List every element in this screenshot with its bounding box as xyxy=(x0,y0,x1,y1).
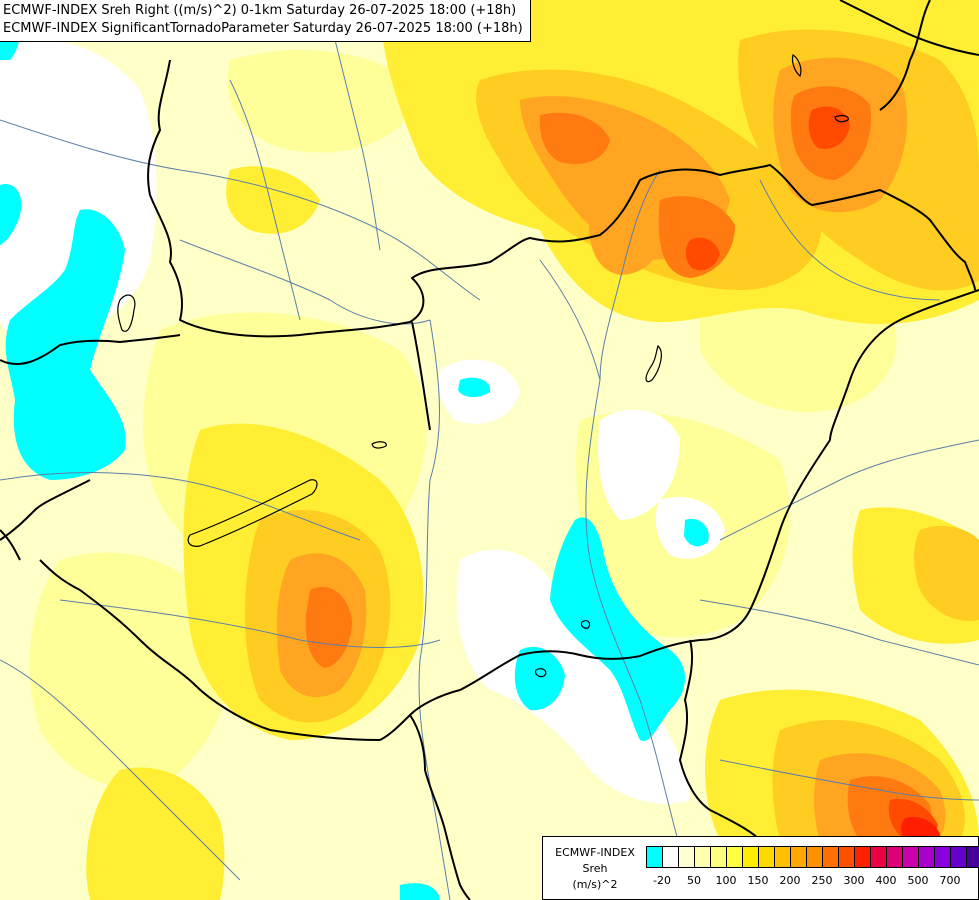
legend-title: ECMWF-INDEX Sreh (m/s)^2 xyxy=(545,845,645,893)
legend-swatch xyxy=(679,847,695,867)
legend-swatch xyxy=(903,847,919,867)
legend-unit: (m/s)^2 xyxy=(572,878,618,891)
legend-tick-label: 300 xyxy=(843,874,865,887)
legend-tick-label: 500 xyxy=(907,874,929,887)
legend-swatch xyxy=(807,847,823,867)
legend-source: ECMWF-INDEX xyxy=(555,846,635,859)
legend-swatch xyxy=(887,847,903,867)
legend-swatch xyxy=(791,847,807,867)
legend-swatch xyxy=(647,847,663,867)
legend-swatch xyxy=(727,847,743,867)
legend-swatch xyxy=(871,847,887,867)
legend-swatch xyxy=(919,847,935,867)
legend-tick-label: 100 xyxy=(715,874,737,887)
field-red xyxy=(685,106,940,840)
legend-tick-labels: -20 50 100 150 200 250 300 400 500 700 xyxy=(646,874,976,890)
legend-tick-label: 150 xyxy=(747,874,769,887)
legend-swatch xyxy=(823,847,839,867)
legend-swatch xyxy=(839,847,855,867)
legend-swatch xyxy=(855,847,871,867)
legend-variable: Sreh xyxy=(582,862,608,875)
legend-swatch xyxy=(711,847,727,867)
legend-swatch xyxy=(759,847,775,867)
color-legend: ECMWF-INDEX Sreh (m/s)^2 -20 50 100 150 200 2… xyxy=(542,836,979,900)
legend-swatch xyxy=(695,847,711,867)
legend-tick-label: 400 xyxy=(875,874,897,887)
legend-swatch xyxy=(951,847,967,867)
legend-swatch xyxy=(935,847,951,867)
legend-tick-label: 50 xyxy=(687,874,701,887)
legend-swatch xyxy=(775,847,791,867)
legend-swatch xyxy=(663,847,679,867)
rivers xyxy=(0,19,979,900)
legend-color-bar xyxy=(646,846,979,868)
header-line-sreh: ECMWF-INDEX Sreh Right ((m/s)^2) 0-1km S… xyxy=(3,3,517,18)
legend-tick-label: 700 xyxy=(939,874,961,887)
legend-tick-label: -20 xyxy=(653,874,671,887)
legend-swatch xyxy=(967,847,979,867)
map-header: ECMWF-INDEX Sreh Right ((m/s)^2) 0-1km S… xyxy=(0,0,531,42)
lakes xyxy=(117,54,849,678)
header-line-stp: ECMWF-INDEX SignificantTornadoParameter … xyxy=(3,21,523,36)
legend-swatch xyxy=(743,847,759,867)
legend-tick-label: 200 xyxy=(779,874,801,887)
legend-tick-label: 250 xyxy=(811,874,833,887)
